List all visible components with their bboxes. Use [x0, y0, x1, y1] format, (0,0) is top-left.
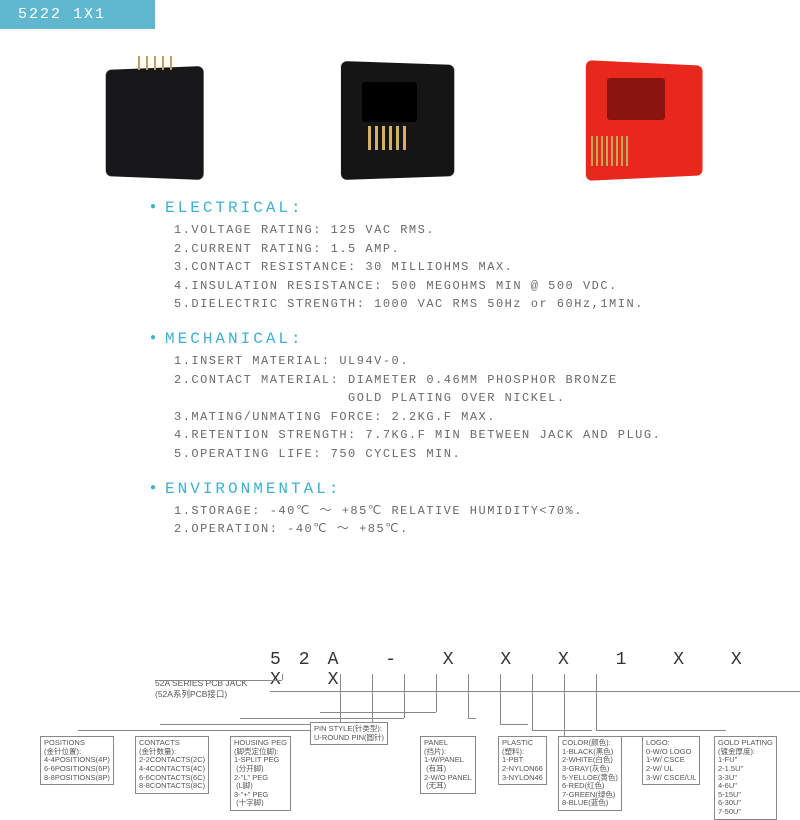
specifications: ELECTRICAL: 1.VOLTAGE RATING: 125 VAC RM… [0, 199, 800, 539]
section-mechanical: MECHANICAL: 1.INSERT MATERIAL: UL94V-0. … [150, 330, 800, 464]
section-electrical: ELECTRICAL: 1.VOLTAGE RATING: 125 VAC RM… [150, 199, 800, 314]
series-label: 52A SERIES PCB JACK (52A系列PCB接口) [155, 678, 247, 700]
spec-item: 2.CONTACT MATERIAL: DIAMETER 0.46MM PHOS… [174, 371, 800, 408]
pn-box-contacts: CONTACTS (金针数量): 2-2CONTACTS(2C) 4-4CONT… [135, 736, 209, 794]
spec-item: 4.INSULATION RESISTANCE: 500 MEGOHMS MIN… [174, 277, 800, 296]
section-environmental: ENVIRONMENTAL: 1.STORAGE: -40℃ ～ +85℃ RE… [150, 480, 800, 539]
section-title: ENVIRONMENTAL: [150, 480, 800, 498]
connector-image-black-1 [73, 48, 233, 188]
part-number-diagram: 52A - X X X 1 X X X X 52A SERIES PCB JAC… [0, 650, 800, 800]
spec-list-electrical: 1.VOLTAGE RATING: 125 VAC RMS. 2.CURRENT… [150, 221, 800, 314]
spec-item: 3.MATING/UNMATING FORCE: 2.2KG.F MAX. [174, 408, 800, 427]
spec-list-environmental: 1.STORAGE: -40℃ ～ +85℃ RELATIVE HUMIDITY… [150, 502, 800, 539]
spec-item: 5.OPERATING LIFE: 750 CYCLES MIN. [174, 445, 800, 464]
spec-item: 1.STORAGE: -40℃ ～ +85℃ RELATIVE HUMIDITY… [174, 502, 800, 521]
spec-item: 2.OPERATION: -40℃ ～ +85℃. [174, 520, 800, 539]
spec-item: 4.RETENTION STRENGTH: 7.7KG.F MIN BETWEE… [174, 426, 800, 445]
pn-box-plastic: PLASTIC (塑料): 1-PBT 2-NYLON66 3-NYLON46 [498, 736, 547, 785]
spec-item: 1.INSERT MATERIAL: UL94V-0. [174, 352, 800, 371]
section-title: MECHANICAL: [150, 330, 800, 348]
spec-list-mechanical: 1.INSERT MATERIAL: UL94V-0. 2.CONTACT MA… [150, 352, 800, 464]
header-title: 5222 1X1 [18, 6, 106, 23]
part-number-code: 52A - X X X 1 X X X X [270, 650, 800, 692]
pn-box-positions: POSITIONS (金针位置): 4-4POSITIONS(4P) 6-6PO… [40, 736, 114, 785]
spec-item: 1.VOLTAGE RATING: 125 VAC RMS. [174, 221, 800, 240]
connector-image-red [567, 48, 727, 188]
connector-image-black-2 [320, 48, 480, 188]
pn-box-pinstyle: PIN STYLE(针类型): U-ROUND PIN(圆针) [310, 722, 388, 745]
section-title: ELECTRICAL: [150, 199, 800, 217]
pn-box-panel: PANEL (挡片): 1-W/PANEL (有耳) 2-W/O PANEL (… [420, 736, 476, 794]
spec-item: 5.DIELECTRIC STRENGTH: 1000 VAC RMS 50Hz… [174, 295, 800, 314]
header-bar: 5222 1X1 [0, 0, 155, 29]
product-image-row [0, 29, 800, 199]
spec-item: 2.CURRENT RATING: 1.5 AMP. [174, 240, 800, 259]
pn-box-logo: LOGO: 0-W/O LOGO 1-W/ CSCE 2-W/ UL 3-W/ … [642, 736, 700, 785]
spec-item: 3.CONTACT RESISTANCE: 30 MILLIOHMS MAX. [174, 258, 800, 277]
pn-box-gold: GOLD PLATING (镀金厚度): 1-FU" 2-1.5U" 3-3U"… [714, 736, 777, 820]
